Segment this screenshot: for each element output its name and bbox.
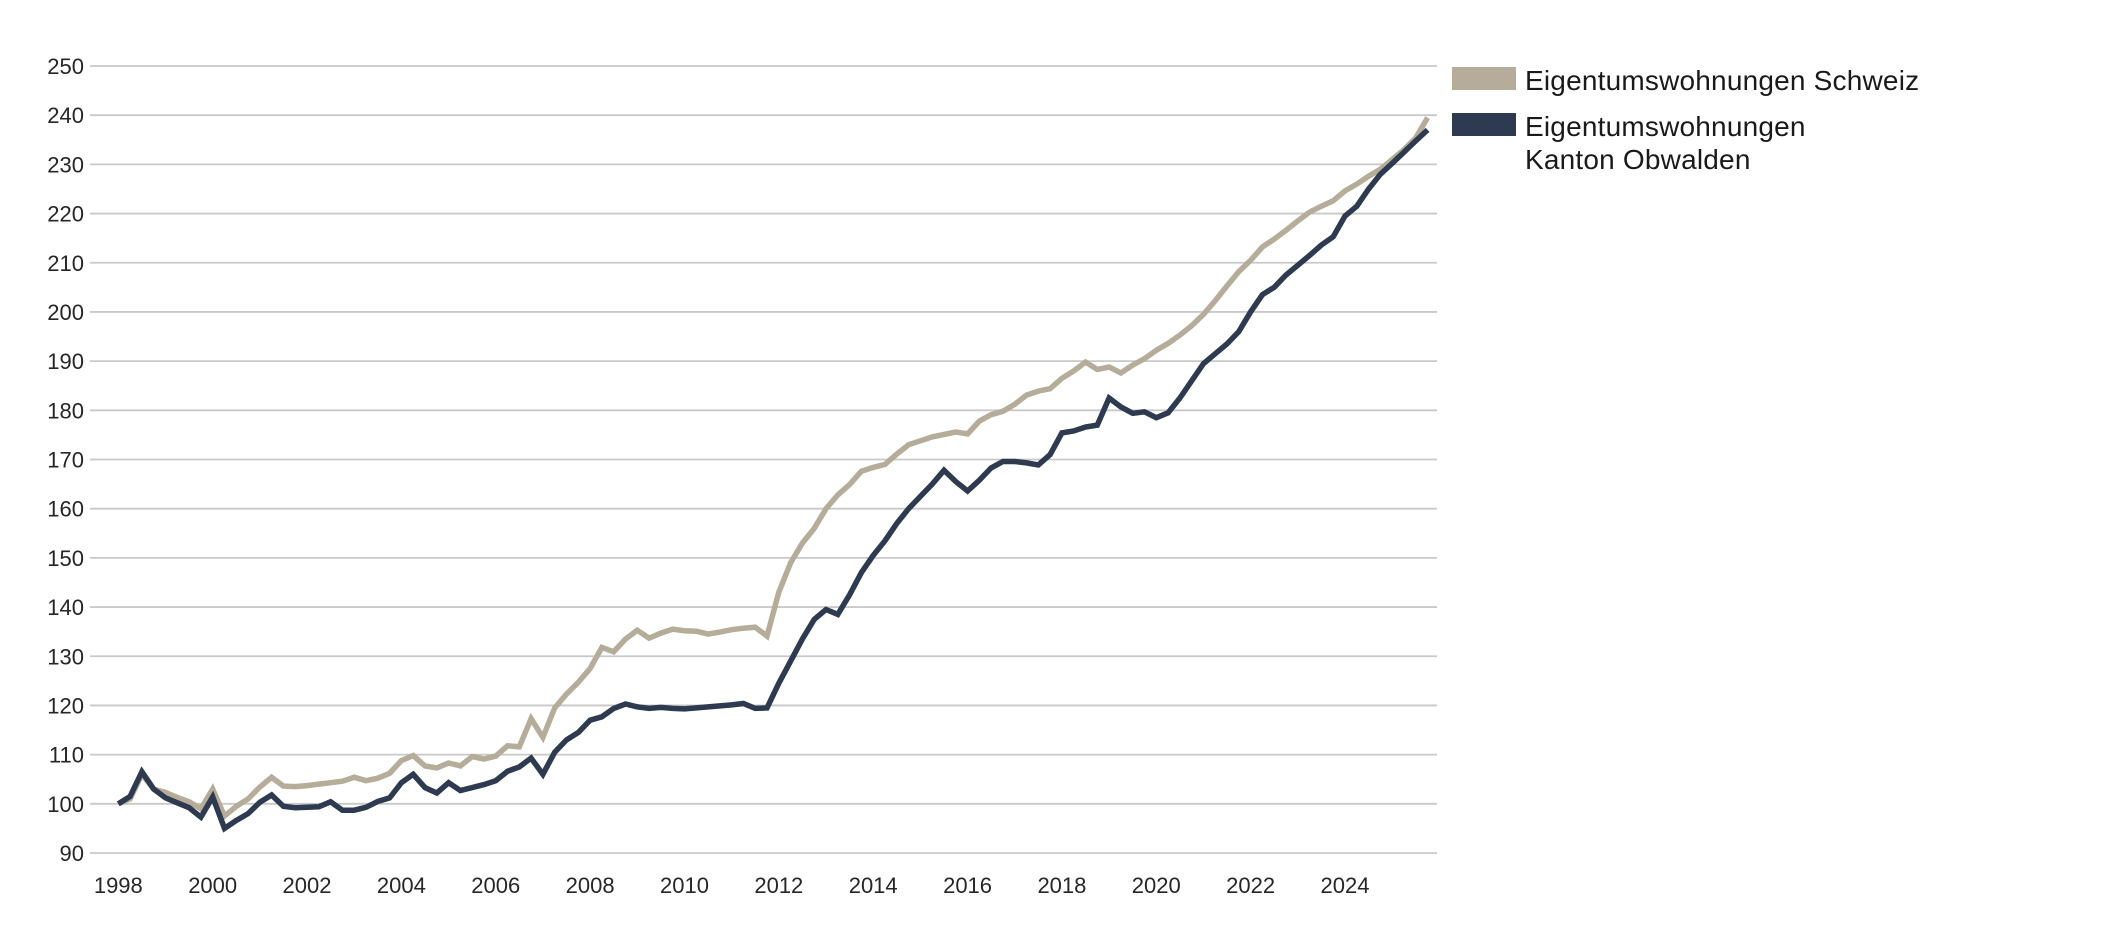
y-axis-tick-label: 140 (47, 595, 84, 620)
y-axis-tick-label: 180 (47, 398, 84, 423)
x-axis-tick-label: 2002 (283, 873, 332, 898)
x-axis-tick-label: 2024 (1321, 873, 1370, 898)
y-axis-tick-label: 250 (47, 54, 84, 79)
y-axis-tick-label: 130 (47, 644, 84, 669)
x-axis-tick-label: 2022 (1226, 873, 1275, 898)
legend-item-obwalden: Eigentumswohnungen Kanton Obwalden (1452, 110, 1919, 176)
y-axis-tick-label: 90 (60, 841, 84, 866)
legend-label-schweiz: Eigentumswohnungen Schweiz (1525, 65, 1920, 96)
x-axis-tick-label: 2008 (566, 873, 615, 898)
x-axis-labels: 1998 2000 2002 2004 2006 2008 2010 2012 2014 2016… (94, 873, 1370, 898)
legend-swatch-schweiz (1452, 67, 1516, 90)
y-axis-tick-label: 230 (47, 152, 84, 177)
x-axis-tick-label: 2020 (1132, 873, 1181, 898)
x-axis-tick-label: 1998 (94, 873, 143, 898)
series-lines (116, 116, 1430, 833)
y-axis-tick-label: 100 (47, 792, 84, 817)
y-axis-tick-label: 220 (47, 202, 84, 227)
x-axis-tick-label: 2012 (754, 873, 803, 898)
legend-swatch-obwalden (1452, 113, 1516, 137)
y-axis-tick-label: 160 (47, 497, 84, 522)
x-axis-tick-label: 2018 (1037, 873, 1086, 898)
y-axis-tick-label: 240 (47, 103, 84, 128)
legend: Eigentumswohnungen Schweiz Eigentumswohn… (1452, 64, 1919, 189)
x-axis-tick-label: 2006 (471, 873, 520, 898)
x-axis-tick-label: 2010 (660, 873, 709, 898)
x-axis-tick-label: 2016 (943, 873, 992, 898)
y-axis-tick-label: 200 (47, 300, 84, 325)
series-line-obwalden (116, 127, 1430, 833)
y-axis-tick-label: 120 (47, 693, 84, 718)
x-axis-tick-label: 2014 (849, 873, 898, 898)
legend-label-obwalden: Eigentumswohnungen Kanton Obwalden (1525, 111, 1806, 176)
x-axis-tick-label: 2004 (377, 873, 426, 898)
series-line-schweiz (117, 116, 1430, 821)
y-axis-tick-label: 210 (47, 251, 84, 276)
y-axis-labels: 90 100 110 120 130 140 150 160 170 180 190 200 210 22… (47, 54, 84, 866)
gridlines (90, 65, 1437, 854)
y-axis-tick-label: 170 (47, 448, 84, 473)
legend-item-schweiz: Eigentumswohnungen Schweiz (1452, 64, 1919, 97)
y-axis-tick-label: 150 (47, 546, 84, 571)
y-axis-tick-label: 190 (47, 349, 84, 374)
x-axis-tick-label: 2000 (188, 873, 237, 898)
y-axis-tick-label: 110 (49, 743, 84, 768)
